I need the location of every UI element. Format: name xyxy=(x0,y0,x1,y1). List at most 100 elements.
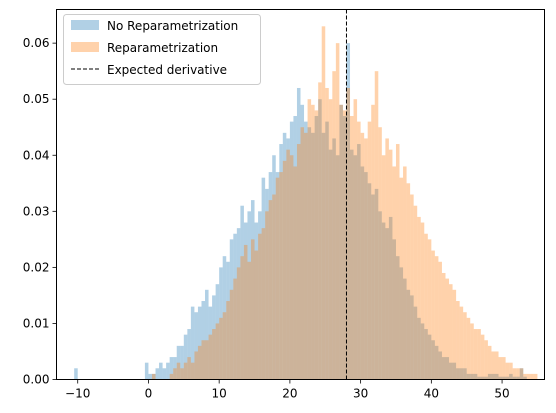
histogram-bar xyxy=(159,362,163,380)
histogram-bar xyxy=(233,233,237,380)
histogram-bar xyxy=(505,376,510,380)
histogram-bar xyxy=(74,368,78,380)
histogram-bar xyxy=(296,87,301,380)
axes-frame xyxy=(56,9,545,380)
histogram-bar xyxy=(371,104,375,380)
histogram-bar xyxy=(420,323,425,380)
histogram-bar xyxy=(222,256,227,380)
x-tick-label: 10 xyxy=(212,387,227,401)
legend-swatch-no-reparametrization xyxy=(71,20,99,30)
histogram-bar xyxy=(286,138,290,380)
histogram-bar xyxy=(523,373,527,380)
histogram-bar xyxy=(166,362,170,380)
histogram-bar xyxy=(388,149,393,380)
histogram-bar xyxy=(360,166,365,380)
histogram-bar xyxy=(484,340,488,380)
histogram-bar xyxy=(254,222,259,380)
histogram-bar xyxy=(197,345,202,380)
histogram-bar xyxy=(176,345,181,380)
histogram-bar xyxy=(449,284,453,380)
histogram-bar xyxy=(406,289,411,380)
histogram-bar xyxy=(194,351,198,380)
histogram-bar xyxy=(477,376,481,380)
histogram-bar xyxy=(311,132,315,380)
histogram-bar xyxy=(233,278,237,380)
histogram-bar xyxy=(473,373,478,380)
histogram-bar xyxy=(491,351,495,380)
histogram-bar xyxy=(212,329,216,380)
histogram-bar xyxy=(491,373,495,380)
histogram-bar xyxy=(219,317,223,380)
histogram-bar xyxy=(357,121,361,380)
y-tick-label: 0.04 xyxy=(23,148,50,162)
histogram-bar xyxy=(148,373,152,380)
histogram-bar xyxy=(250,239,255,380)
histogram-bar xyxy=(494,351,499,380)
histogram-bar xyxy=(449,362,453,380)
histogram-bar xyxy=(434,256,439,380)
histogram-bar xyxy=(385,138,389,380)
histogram-bar xyxy=(505,362,510,380)
histogram-bar xyxy=(403,278,407,380)
histogram-bar xyxy=(371,194,375,380)
histogram-bar xyxy=(180,368,184,380)
histogram-bar xyxy=(473,329,478,380)
histogram-bar xyxy=(438,351,442,380)
histogram-bar xyxy=(484,376,488,380)
histogram-bar xyxy=(240,205,244,380)
histogram-bar xyxy=(459,368,464,380)
histogram-bar xyxy=(498,376,503,380)
histogram-bar xyxy=(445,278,450,380)
x-tick-label: 50 xyxy=(494,387,509,401)
y-axis-ticks: 0.00 0.01 0.02 0.03 0.04 0.05 0.06 xyxy=(23,36,57,387)
histogram-bar xyxy=(431,250,435,380)
histogram-bar xyxy=(385,228,389,380)
histogram-bar xyxy=(431,340,435,380)
histogram-bar xyxy=(240,256,244,380)
histogram-bar xyxy=(282,132,287,380)
histogram-bar xyxy=(374,188,379,380)
histogram-bar xyxy=(151,373,156,380)
histogram-bar xyxy=(364,172,368,380)
histogram-bar xyxy=(459,306,464,380)
histogram-bar xyxy=(346,43,351,380)
histogram-bar xyxy=(466,317,471,380)
histogram-bar xyxy=(258,233,262,380)
histogram-bar xyxy=(399,267,404,380)
histogram-bar xyxy=(516,368,520,380)
histogram-bar xyxy=(399,177,404,380)
histogram-bar xyxy=(519,368,524,380)
histogram-bar xyxy=(463,368,467,380)
histogram-bar xyxy=(335,43,340,380)
histogram-bar xyxy=(169,357,174,380)
histogram-bar xyxy=(314,116,319,380)
histogram-bar xyxy=(293,166,297,380)
histogram-bar xyxy=(452,362,457,380)
x-axis-ticks: −10 0 10 20 30 40 50 xyxy=(65,379,510,401)
y-tick-label: 0.00 xyxy=(23,373,50,387)
histogram-bar xyxy=(463,312,467,380)
histogram-bar xyxy=(300,127,305,380)
histogram-bar xyxy=(452,289,457,380)
histogram-bar xyxy=(502,376,506,380)
histogram-bar xyxy=(406,183,411,380)
histogram-bar xyxy=(187,357,191,380)
histogram-bar xyxy=(229,289,234,380)
y-tick-label: 0.05 xyxy=(23,92,50,106)
histogram-bar xyxy=(325,121,329,380)
histogram-bar xyxy=(247,211,251,380)
histogram-bar xyxy=(509,362,513,380)
bars-layer xyxy=(74,26,538,380)
histogram-bar xyxy=(268,172,273,380)
histogram-bar xyxy=(353,99,358,380)
histogram-bar xyxy=(332,71,336,380)
histogram-bar xyxy=(395,256,400,380)
histogram-bar xyxy=(243,222,248,380)
legend-label-expected-derivative: Expected derivative xyxy=(107,63,227,77)
histogram-bar xyxy=(381,155,386,380)
histogram-bar xyxy=(350,116,354,380)
histogram-bar xyxy=(194,312,198,380)
histogram-bar xyxy=(300,104,305,380)
histogram-bar xyxy=(395,144,400,380)
histogram-bar xyxy=(427,334,432,380)
